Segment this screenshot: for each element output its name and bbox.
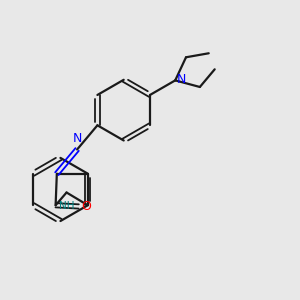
Text: N: N [72, 132, 82, 145]
Text: NH: NH [59, 201, 75, 211]
Text: N: N [177, 73, 186, 86]
Text: O: O [81, 200, 91, 213]
